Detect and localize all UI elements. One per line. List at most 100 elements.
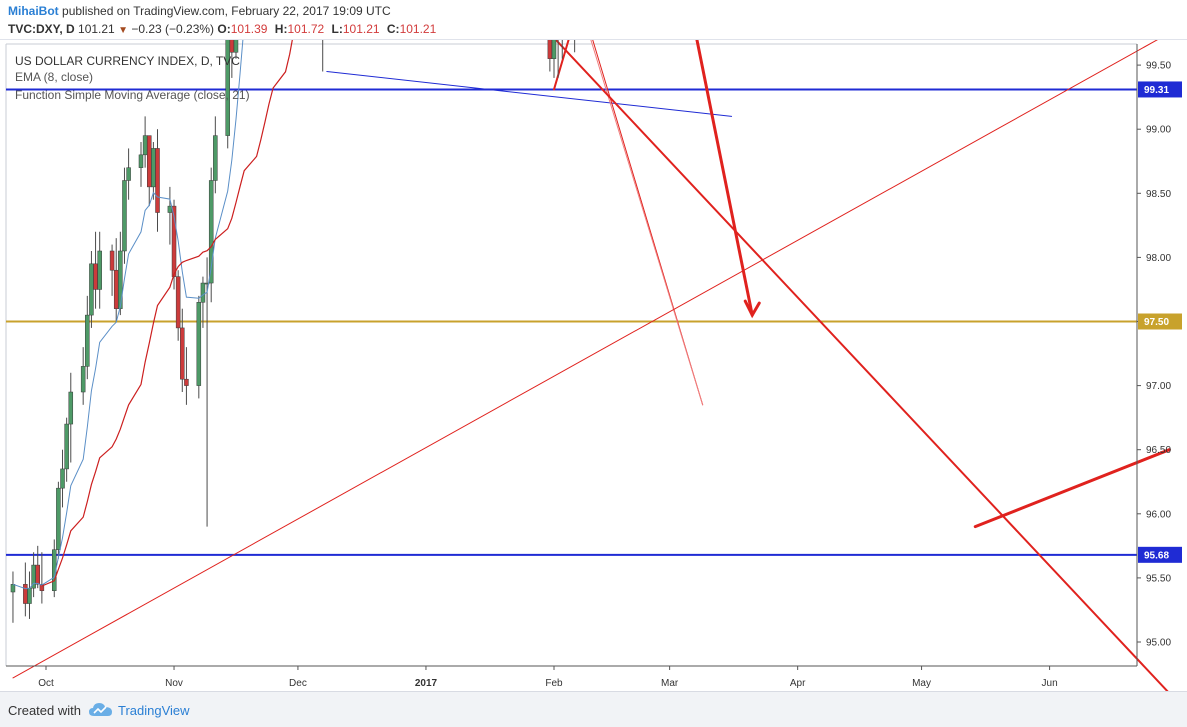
drawings-layer	[6, 40, 1171, 691]
candle-body	[126, 167, 131, 181]
x-tick-label: Jun	[1042, 678, 1058, 689]
x-tick-label: Oct	[38, 678, 54, 689]
candle-body	[175, 276, 181, 329]
open-value: 101.39	[230, 22, 268, 36]
candle-body	[200, 282, 206, 303]
last-price: 101.21	[78, 22, 115, 36]
forecast-arrow-head	[743, 299, 761, 319]
close-label: C:	[386, 22, 400, 36]
y-tick-label: 96.50	[1146, 445, 1171, 456]
candle-body	[64, 423, 69, 470]
candle-body	[97, 250, 102, 290]
candle-body	[35, 564, 40, 585]
ema-line	[12, 40, 244, 590]
channel-lower-line	[326, 71, 733, 117]
candle-body	[60, 468, 65, 489]
price-tag-label: 97.50	[1144, 317, 1169, 328]
time-axis[interactable]: Oct Nov Dec 2017 Feb Mar Apr May Jun	[6, 665, 1137, 689]
open-label: O:	[217, 22, 231, 36]
y-tick-label: 99.00	[1146, 125, 1171, 136]
chart-header: MihaiBot published on TradingView.com, F…	[0, 0, 1187, 40]
y-tick-label: 97.00	[1146, 381, 1171, 392]
candle-body	[155, 148, 160, 213]
created-with-label: Created with	[8, 703, 81, 718]
candle-body	[39, 584, 45, 591]
y-tick-label: 99.50	[1146, 61, 1171, 72]
candle-body	[56, 487, 61, 550]
tradingview-cloud-icon	[89, 703, 112, 716]
candle-body	[23, 584, 28, 604]
x-tick-label: Mar	[661, 678, 679, 689]
x-tick-label: May	[912, 678, 931, 689]
price-tag-bg	[1138, 546, 1182, 563]
forecast-arrow-line	[695, 40, 754, 317]
high-value: 101.72	[287, 22, 325, 36]
x-tick-label: 2017	[415, 678, 438, 689]
x-tick-label: Nov	[165, 678, 183, 689]
y-tick-label: 95.00	[1146, 638, 1171, 649]
price-change: −0.23 (−0.23%)	[131, 22, 215, 36]
low-label: L:	[331, 22, 343, 36]
candle-body	[204, 282, 210, 285]
price-tag-bg	[1138, 313, 1182, 330]
candle-body	[109, 250, 115, 271]
candle-body	[196, 302, 202, 386]
thin-descending-line	[592, 40, 704, 406]
candle-body	[142, 135, 148, 156]
close-value: 101.21	[399, 22, 437, 36]
candle-body	[93, 263, 98, 290]
price-tag-bg	[1138, 81, 1182, 98]
chart-title: US DOLLAR CURRENCY INDEX, D, TVC	[15, 54, 240, 68]
candle-body	[118, 250, 123, 309]
sma-legend: Function Simple Moving Average (close, 2…	[15, 88, 250, 102]
candle-body	[52, 549, 57, 591]
candle-body	[208, 180, 214, 284]
footer-bar: Created with TradingView	[0, 691, 1187, 727]
high-label: H:	[274, 22, 288, 36]
x-tick-label: Feb	[545, 678, 563, 689]
author-name[interactable]: MihaiBot	[8, 4, 59, 18]
ema-legend: EMA (8, close)	[15, 70, 93, 84]
y-tick-label: 98.00	[1146, 253, 1171, 264]
price-tag-label: 99.31	[1144, 85, 1169, 96]
candle-body	[225, 40, 230, 136]
sma-line	[41, 40, 293, 587]
series-layer	[10, 40, 576, 623]
change-down-icon: ▼	[118, 25, 128, 36]
candle-body	[27, 587, 32, 604]
falling-wedge-support-line	[554, 40, 1169, 691]
low-value: 101.21	[342, 22, 380, 36]
candle-body	[184, 378, 189, 386]
candle-body	[80, 366, 86, 393]
candle-body	[85, 314, 90, 367]
candle-body	[233, 40, 239, 53]
candle-body	[551, 40, 557, 59]
x-tick-label: Dec	[289, 678, 307, 689]
published-text: published on TradingView.com, February 2…	[62, 4, 391, 18]
tradingview-brand-link[interactable]: TradingView	[118, 703, 190, 718]
quote-line: TVC:DXY, D 101.21 ▼ −0.23 (−0.23%) O:101…	[8, 22, 440, 36]
chart-background	[0, 40, 1187, 691]
candle-body	[151, 148, 156, 188]
price-tag-label: 95.68	[1144, 550, 1169, 561]
candle-body	[547, 40, 553, 59]
y-tick-label: 96.00	[1146, 509, 1171, 520]
price-chart[interactable]: 95.00 95.50 96.00 96.50 97.00 97.50 98.00 98.50…	[0, 40, 1187, 691]
y-tick-label: 98.50	[1146, 189, 1171, 200]
candle-body	[171, 205, 177, 277]
candle-body	[180, 327, 185, 380]
candle-body	[68, 391, 74, 425]
candle-body	[147, 135, 152, 188]
candle-body	[213, 135, 218, 181]
publish-info: MihaiBot published on TradingView.com, F…	[8, 4, 391, 18]
long-rising-trendline	[12, 40, 1158, 679]
candle-body	[113, 269, 119, 309]
candle-body	[229, 40, 235, 53]
x-tick-label: Apr	[790, 678, 806, 689]
chart-legend: US DOLLAR CURRENCY INDEX, D, TVC EMA (8,…	[15, 54, 250, 102]
symbol-label: TVC:DXY, D	[8, 22, 75, 36]
y-tick-label: 95.50	[1146, 573, 1171, 584]
candle-body	[10, 584, 16, 593]
candle-body	[89, 263, 94, 316]
